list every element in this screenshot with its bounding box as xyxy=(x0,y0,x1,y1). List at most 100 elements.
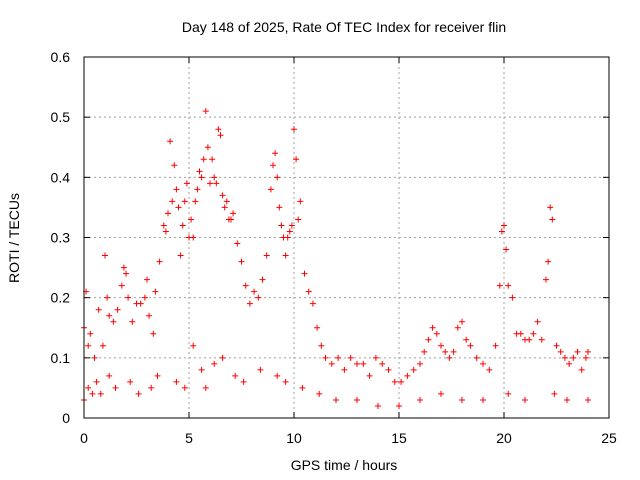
y-axis-label: ROTI / TECUs xyxy=(6,193,22,283)
data-point xyxy=(582,354,589,361)
data-point xyxy=(450,348,457,355)
data-point xyxy=(549,216,556,223)
data-point xyxy=(125,294,132,301)
data-point xyxy=(85,342,92,349)
data-point xyxy=(360,360,367,367)
data-point xyxy=(333,396,339,403)
data-point xyxy=(417,396,423,403)
y-tick-label: 0.1 xyxy=(51,350,71,366)
data-point xyxy=(228,216,234,223)
data-point xyxy=(238,258,245,265)
data-point xyxy=(198,174,205,181)
data-point xyxy=(219,192,226,199)
data-point xyxy=(417,360,423,367)
data-point xyxy=(274,174,281,181)
data-point xyxy=(192,198,199,205)
data-point xyxy=(156,258,163,265)
data-point xyxy=(557,348,564,355)
data-points xyxy=(81,108,591,409)
data-point xyxy=(120,264,127,271)
data-point xyxy=(152,288,159,295)
data-point xyxy=(538,336,545,343)
data-point xyxy=(503,246,510,253)
data-point xyxy=(106,312,113,319)
data-point xyxy=(91,354,98,361)
chart-title: Day 148 of 2025, Rate Of TEC Index for r… xyxy=(182,19,506,35)
data-point xyxy=(297,198,304,205)
data-point xyxy=(95,306,102,313)
data-point xyxy=(526,336,533,343)
data-point xyxy=(221,204,228,211)
data-point xyxy=(181,198,188,205)
data-point xyxy=(173,186,180,193)
data-point xyxy=(167,138,174,145)
data-point xyxy=(263,252,270,259)
data-point xyxy=(148,384,155,391)
data-point xyxy=(259,276,266,283)
x-tick-label: 20 xyxy=(496,430,512,446)
data-point xyxy=(322,354,329,361)
data-point xyxy=(232,372,239,379)
data-point xyxy=(293,156,300,163)
data-point xyxy=(93,378,100,385)
data-point xyxy=(438,390,444,397)
data-point xyxy=(118,282,125,289)
data-point xyxy=(379,360,386,367)
data-point xyxy=(299,384,306,391)
data-point xyxy=(137,300,144,307)
data-point xyxy=(341,366,348,373)
data-point xyxy=(141,294,148,301)
data-point xyxy=(251,288,258,295)
data-point xyxy=(179,222,186,229)
data-point xyxy=(543,276,549,283)
data-point xyxy=(446,354,453,361)
data-point xyxy=(459,396,465,403)
data-point xyxy=(150,330,157,337)
data-point xyxy=(272,150,279,157)
data-point xyxy=(146,312,153,319)
data-point xyxy=(194,186,201,193)
data-point xyxy=(385,366,392,373)
data-point xyxy=(366,372,373,379)
x-tick-label: 10 xyxy=(286,430,302,446)
data-point xyxy=(127,378,134,385)
data-point xyxy=(291,126,297,133)
data-point xyxy=(165,210,171,217)
data-point xyxy=(215,126,222,133)
data-point xyxy=(183,180,190,187)
data-point xyxy=(288,222,295,229)
data-point xyxy=(421,348,428,355)
data-point xyxy=(169,198,176,205)
data-point xyxy=(211,174,218,181)
data-point xyxy=(551,390,558,397)
data-point xyxy=(501,222,507,229)
data-point xyxy=(104,294,111,301)
data-point xyxy=(200,156,207,163)
data-point xyxy=(442,348,449,355)
data-point xyxy=(585,396,591,403)
data-point xyxy=(160,222,167,229)
data-point xyxy=(257,366,264,373)
data-point xyxy=(154,372,161,379)
data-point xyxy=(177,252,184,259)
data-point xyxy=(99,342,106,349)
data-point xyxy=(375,402,381,409)
data-point xyxy=(398,378,405,385)
data-point xyxy=(570,354,577,361)
data-point xyxy=(102,252,108,259)
data-point xyxy=(391,378,398,385)
data-point xyxy=(242,282,249,289)
data-point xyxy=(467,342,474,349)
data-point xyxy=(305,288,312,295)
data-point xyxy=(314,324,321,331)
data-point xyxy=(534,318,541,325)
data-point xyxy=(522,396,528,403)
data-point xyxy=(144,276,150,283)
data-point xyxy=(486,366,493,373)
data-point xyxy=(217,132,224,139)
data-point xyxy=(162,228,169,235)
x-axis-ticks: 0 5 10 15 20 25 xyxy=(80,57,617,446)
data-point xyxy=(545,258,552,265)
y-tick-label: 0.6 xyxy=(51,49,71,65)
data-point xyxy=(209,156,216,163)
